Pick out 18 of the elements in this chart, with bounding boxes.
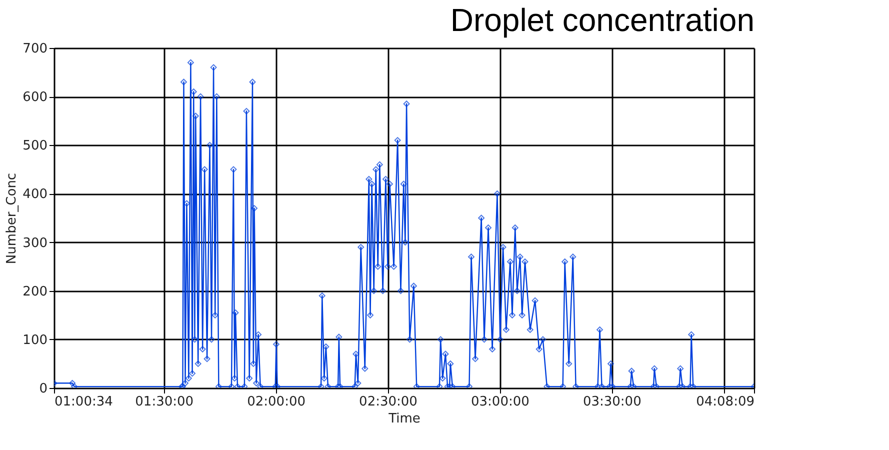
x-axis-title: Time (388, 412, 420, 426)
y-tick-label: 0 (39, 382, 48, 396)
x-tick-label: 03:30:00 (582, 394, 642, 410)
x-tick-label: 04:08:09 (696, 394, 754, 410)
y-tick-label: 200 (22, 284, 48, 300)
x-tick-label: 02:30:00 (359, 394, 418, 410)
chart-title: Droplet concentration (450, 2, 754, 38)
y-tick-label: 500 (22, 138, 48, 154)
x-tick-label: 03:00:00 (470, 394, 530, 410)
y-tick-label: 100 (22, 332, 48, 348)
y-axis-title: Number_Conc (4, 172, 20, 264)
y-tick-label: 400 (22, 187, 48, 202)
y-tick-label: 300 (22, 236, 48, 251)
x-tick-label: 01:30:00 (135, 394, 194, 410)
x-tick-label: 01:00:34 (54, 394, 113, 410)
y-tick-label: 600 (22, 90, 48, 106)
x-tick-label: 02:00:00 (247, 394, 306, 410)
y-tick-label: 700 (22, 42, 48, 56)
